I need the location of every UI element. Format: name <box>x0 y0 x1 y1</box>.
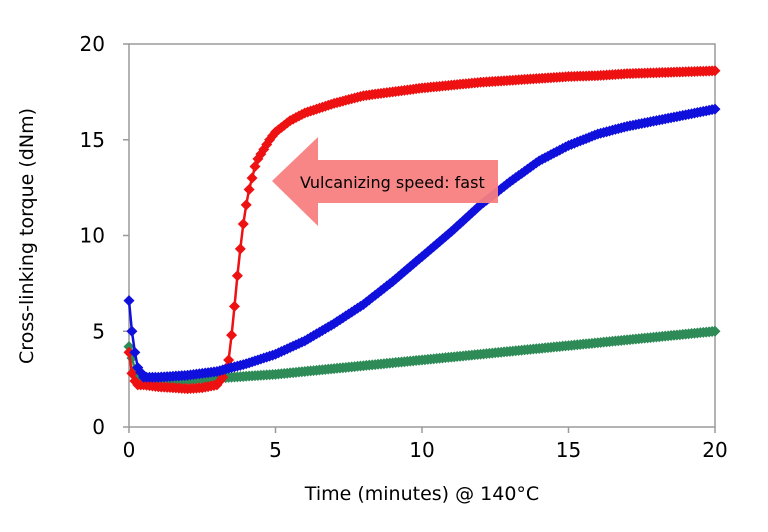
y-axis-title: Cross-linking torque (dNm) <box>16 108 38 364</box>
x-tick-label: 15 <box>556 438 581 462</box>
data-point <box>240 199 252 211</box>
data-point <box>123 295 135 307</box>
annotation-arrow: Vulcanizing speed: fast <box>272 137 498 226</box>
x-axis-ticks: 0 5 10 15 20 <box>123 427 728 462</box>
arrow-shape <box>272 137 498 226</box>
data-point <box>243 184 255 196</box>
data-point <box>709 65 721 77</box>
x-tick-label: 0 <box>123 438 136 462</box>
x-axis-title: Time (minutes) @ 140°C <box>304 483 539 505</box>
y-tick-label: 10 <box>80 224 105 248</box>
data-point <box>228 300 240 312</box>
data-point <box>709 103 721 115</box>
series-1 <box>123 103 721 383</box>
data-point <box>123 346 135 358</box>
x-tick-label: 5 <box>269 438 282 462</box>
data-point <box>709 325 721 337</box>
y-tick-label: 15 <box>80 128 105 152</box>
y-axis-ticks: 0 5 10 15 20 <box>80 32 129 439</box>
y-tick-label: 0 <box>92 415 105 439</box>
data-point <box>126 325 138 337</box>
data-point <box>234 243 246 255</box>
series-layer <box>123 65 721 395</box>
y-tick-label: 20 <box>80 32 105 56</box>
x-tick-label: 20 <box>702 438 727 462</box>
y-tick-label: 5 <box>92 319 105 343</box>
annotation-text: Vulcanizing speed: fast <box>300 173 485 192</box>
data-point <box>231 270 243 282</box>
data-point <box>129 346 141 358</box>
series-0 <box>123 65 721 395</box>
data-point <box>237 218 249 230</box>
data-point <box>246 172 258 184</box>
x-tick-label: 10 <box>409 438 434 462</box>
data-point <box>226 329 238 341</box>
data-point <box>123 341 135 353</box>
